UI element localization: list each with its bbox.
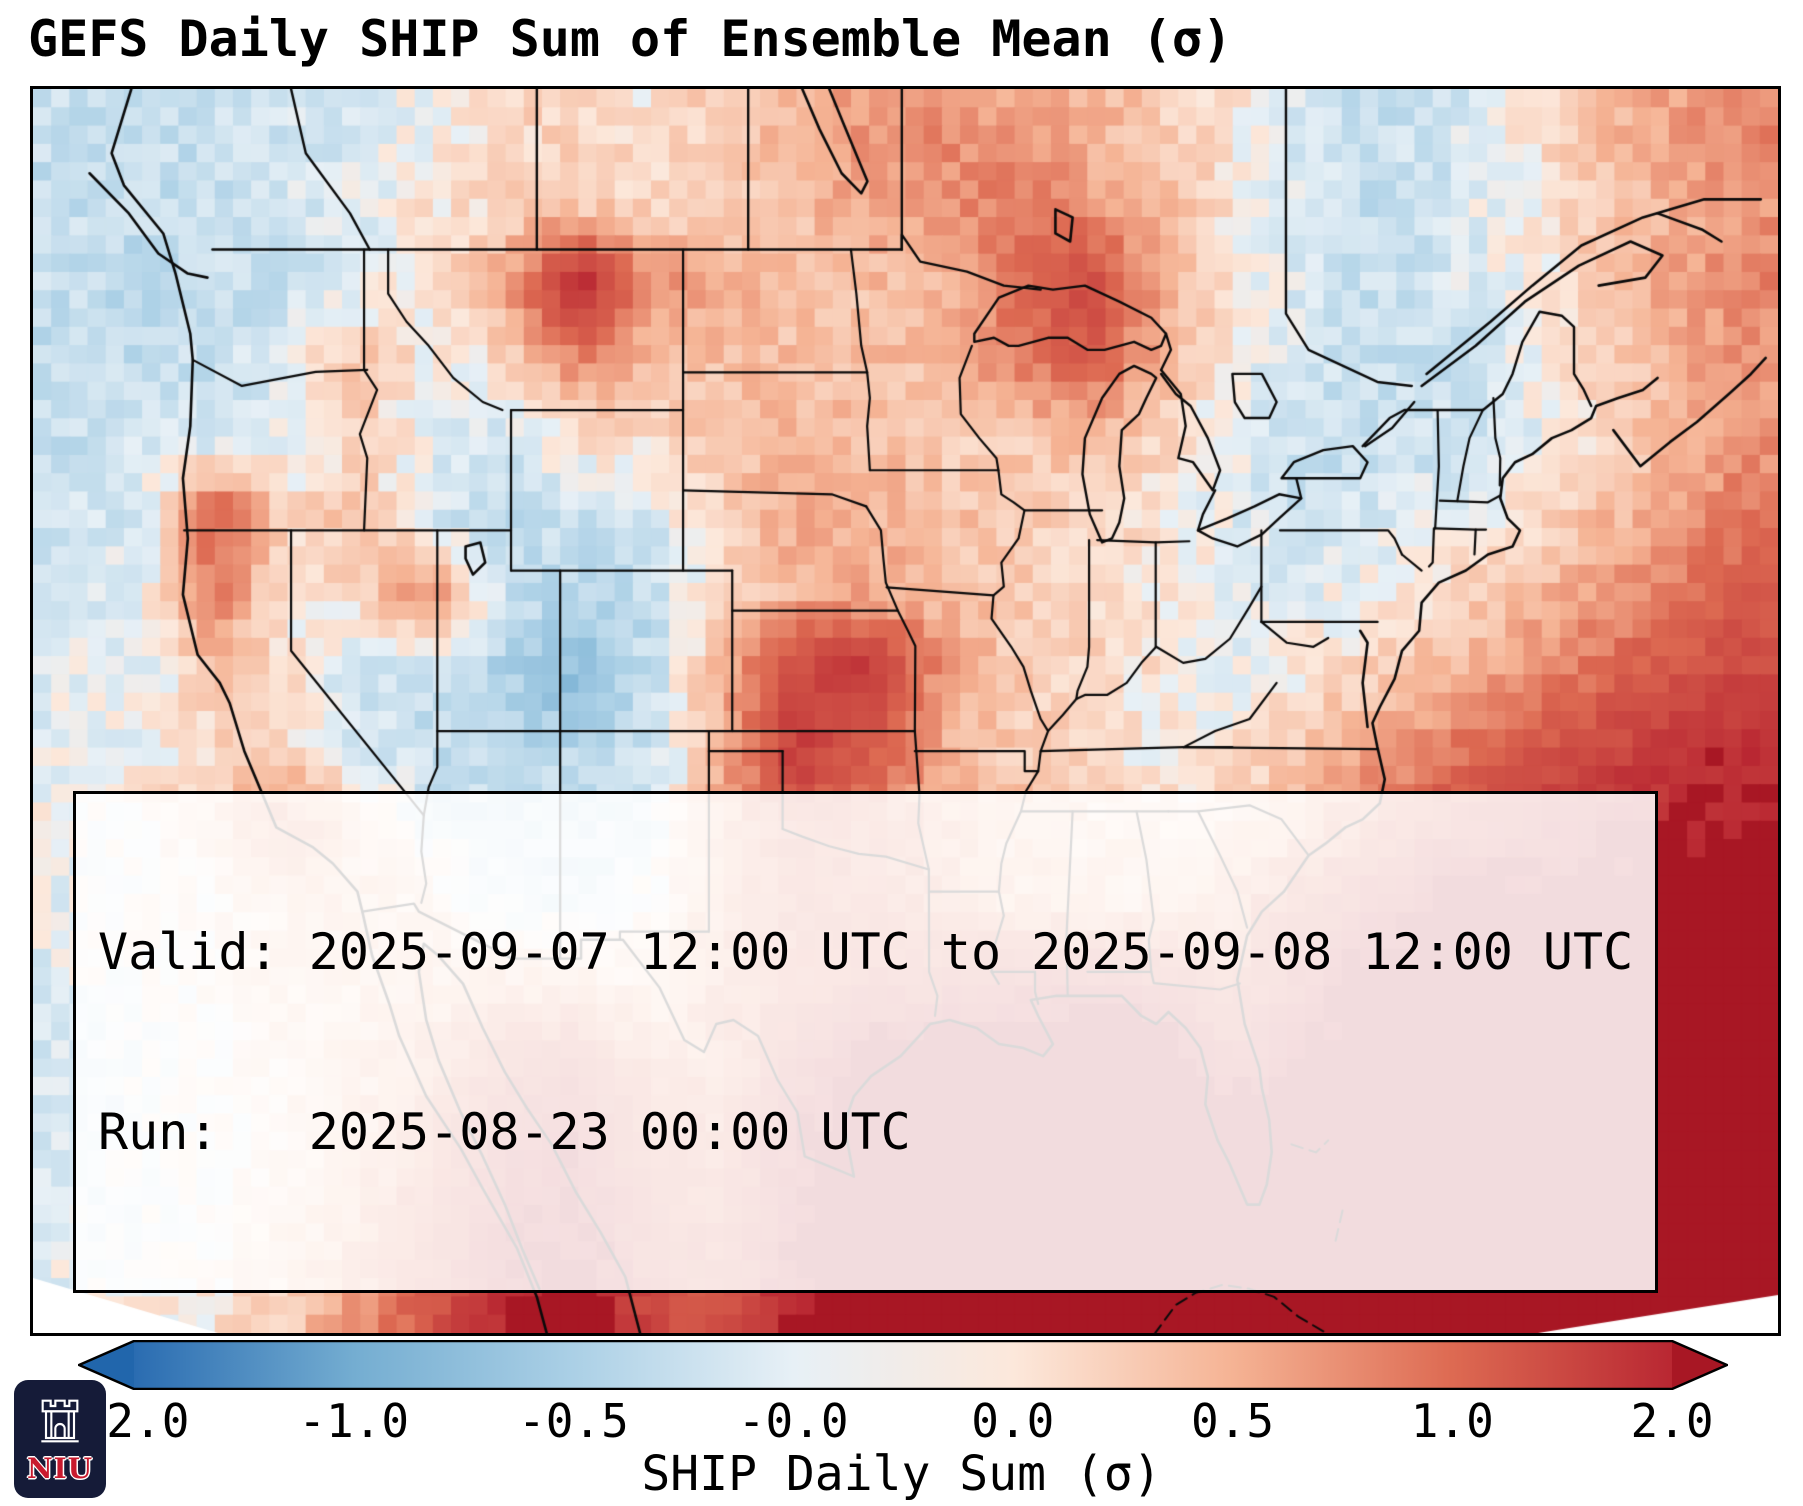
figure-title: GEFS Daily SHIP Sum of Ensemble Mean (σ) <box>28 10 1233 68</box>
niu-logo: NIU <box>14 1380 106 1498</box>
run-time-label: Run: 2025-08-23 00:00 UTC <box>98 1103 911 1161</box>
colorbar <box>78 1340 1728 1390</box>
colorbar-tick-label: 2.0 <box>1630 1394 1714 1448</box>
colorbar-tick-labels: -2.0 -1.0 -0.5 -0.0 0.0 0.5 1.0 2.0 <box>78 1394 1728 1448</box>
colorbar-tick-label: 1.0 <box>1410 1394 1494 1448</box>
colorbar-label: SHIP Daily Sum (σ) <box>641 1446 1162 1502</box>
colorbar-tick-label: -0.0 <box>737 1394 849 1448</box>
castle-icon <box>41 1399 79 1442</box>
info-box: Valid: 2025-09-07 12:00 UTC to 2025-09-0… <box>73 791 1659 1293</box>
colorbar-tick-label: -0.5 <box>518 1394 629 1448</box>
colorbar-tick-label: 0.5 <box>1191 1394 1275 1448</box>
niu-logo-text: NIU <box>26 1451 94 1485</box>
colorbar-tick-label: -1.0 <box>298 1394 410 1448</box>
colorbar-tick-label: 0.0 <box>971 1394 1055 1448</box>
map-panel: Valid: 2025-09-07 12:00 UTC to 2025-09-0… <box>30 86 1781 1336</box>
valid-time-label: Valid: 2025-09-07 12:00 UTC to 2025-09-0… <box>98 923 1634 981</box>
